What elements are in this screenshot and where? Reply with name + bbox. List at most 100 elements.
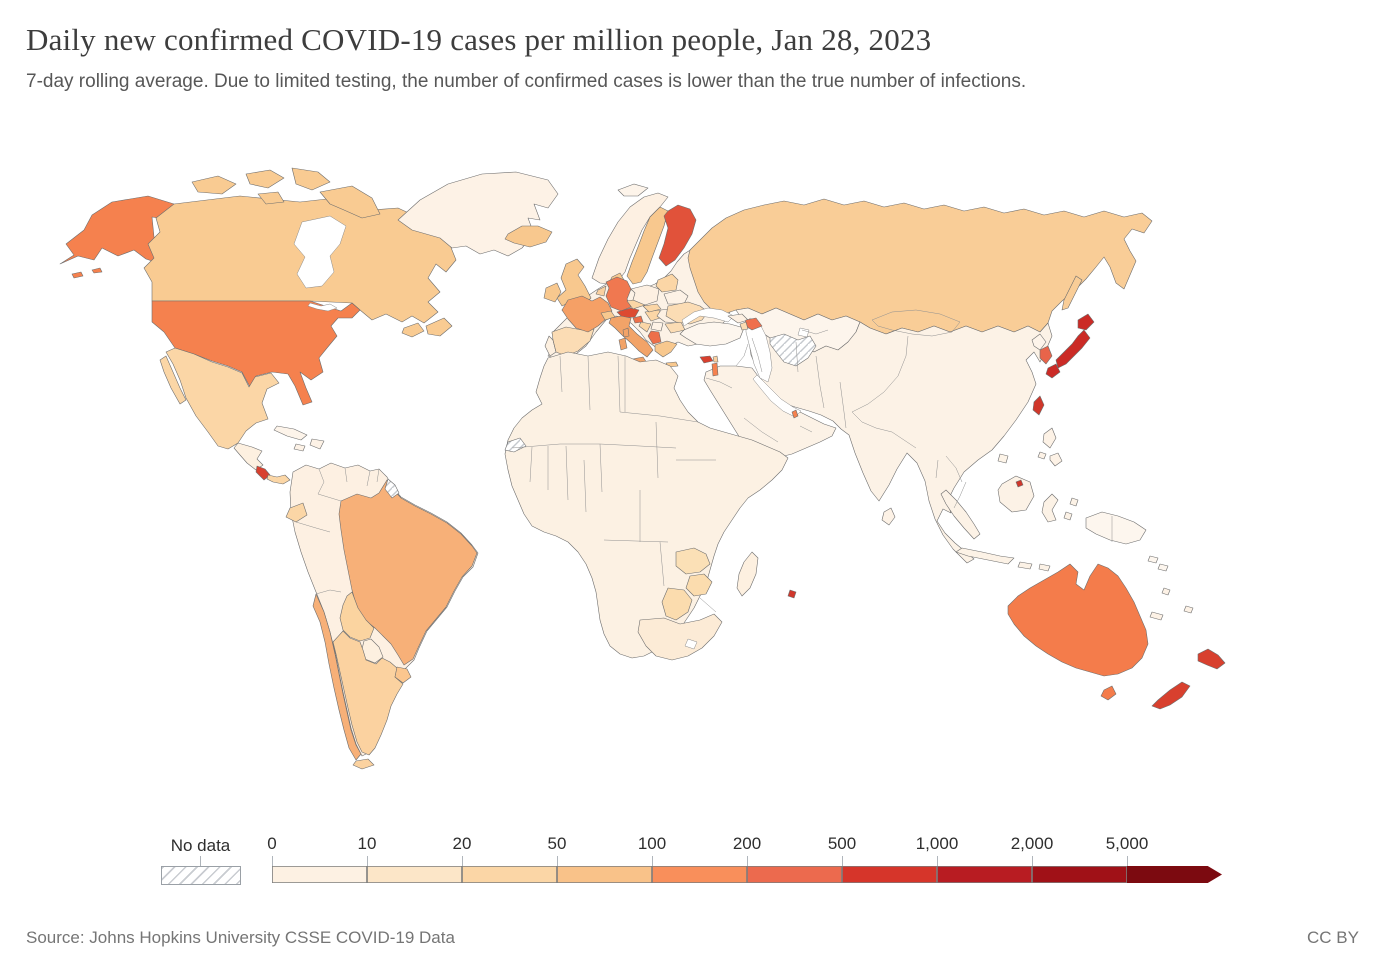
country-japan[interactable] [1045,313,1095,379]
legend-bin-swatch[interactable] [1032,866,1127,883]
aleutian-islands[interactable] [71,267,103,279]
legend-tick-line [557,856,558,866]
country-turkey[interactable] [679,321,745,347]
legend-bin-swatch[interactable] [652,866,747,883]
license-text[interactable]: CC BY [1307,928,1359,947]
country-chile[interactable] [312,593,362,761]
country-united-states[interactable] [151,300,361,406]
country-philippines[interactable] [1037,427,1063,467]
country-slovenia[interactable] [632,315,644,324]
country-costa-rica[interactable] [255,465,271,481]
country-australia[interactable] [1007,563,1149,677]
country-bolivia[interactable] [339,591,375,642]
country-armenia[interactable] [739,321,749,331]
island-fiji[interactable] [1183,605,1194,614]
country-south-korea[interactable] [1039,345,1053,365]
legend-tick-label: 10 [357,834,377,853]
country-uruguay[interactable] [394,666,412,684]
islands-moluccas[interactable] [1063,497,1079,521]
island-tasmania[interactable] [1100,685,1117,701]
islands-svalbard[interactable] [617,183,649,197]
country-qatar[interactable] [791,409,799,419]
country-paraguay[interactable] [361,638,384,664]
islands-solomon[interactable] [1147,555,1169,572]
country-slovakia[interactable] [642,303,662,313]
region-montenegro-albania[interactable] [647,330,662,345]
country-mexico[interactable] [159,347,280,450]
asia-borders [705,309,1113,542]
island-hainan[interactable] [997,453,1009,464]
legend-tick-label: 500 [827,834,857,853]
country-ireland[interactable] [543,282,562,303]
legend-bin-swatch[interactable] [272,866,367,883]
island-hispaniola[interactable] [309,438,325,450]
country-cuba[interactable] [273,425,308,441]
legend-bin-swatch[interactable] [842,866,937,883]
island-jamaica[interactable] [293,443,306,452]
country-ecuador[interactable] [285,502,308,523]
country-israel[interactable] [711,362,719,377]
region-western-sahara[interactable] [504,437,527,453]
canada-maritimes[interactable] [401,317,453,338]
legend-bin-swatch[interactable] [367,866,462,883]
country-zambia[interactable] [675,547,711,575]
island-sakhalin[interactable] [1061,275,1083,311]
aral-sea [797,327,810,338]
country-taiwan[interactable] [1032,395,1045,416]
country-germany[interactable] [605,276,632,312]
country-new-zealand[interactable] [1151,648,1226,710]
legend-tick-line [937,856,938,866]
country-brunei[interactable] [1015,479,1024,488]
region-baltic-states[interactable] [655,273,679,293]
country-lebanon[interactable] [712,355,719,363]
country-argentina[interactable] [332,630,404,756]
region-asia-mainland[interactable] [748,321,1053,564]
country-spain[interactable] [551,326,595,357]
region-central-america[interactable] [233,442,264,471]
country-zimbabwe[interactable] [685,573,713,597]
country-sri-lanka[interactable] [881,507,896,526]
hudson-bay [293,215,347,289]
country-iceland[interactable] [504,225,553,248]
no-data-swatch[interactable] [161,866,241,885]
islands-lesser-sunda[interactable] [1017,561,1051,572]
island-new-guinea[interactable] [1085,511,1147,545]
country-south-africa[interactable] [637,613,723,661]
country-panama[interactable] [266,474,291,485]
region-benelux[interactable] [595,285,607,297]
country-croatia[interactable] [638,321,652,333]
country-turkmenistan[interactable] [769,333,817,367]
legend-bin-swatch[interactable] [747,866,842,883]
page-subtitle: 7-day rolling average. Due to limited te… [26,71,1027,92]
country-serbia[interactable] [650,321,664,332]
island-new-caledonia[interactable] [1149,611,1164,621]
legend-tick-line [367,856,368,866]
legend-tick-line [462,856,463,866]
page-title: Daily new confirmed COVID-19 cases per m… [26,22,932,57]
country-finland[interactable] [658,204,697,267]
legend-bin-swatch[interactable] [462,866,557,883]
region-africa[interactable] [504,351,789,659]
island-sumatra[interactable] [940,489,981,540]
country-ukraine[interactable] [665,301,709,325]
legend-bin-swatch[interactable] [557,866,652,883]
island-sulawesi[interactable] [1041,493,1059,523]
country-belarus[interactable] [663,289,689,305]
legend-bin-swatch[interactable] [937,866,1032,883]
region-french-guiana[interactable] [384,478,400,499]
legend-tick-label: 20 [452,834,472,853]
legend-tick-line [1032,856,1033,866]
island-java[interactable] [955,547,1015,565]
canadian-arctic-islands[interactable] [191,167,381,219]
country-canada[interactable] [143,195,457,324]
legend-arrow[interactable] [1127,866,1222,883]
country-mauritius[interactable] [787,589,797,599]
island-tierra-del-fuego[interactable] [352,758,375,770]
islands-vanuatu[interactable] [1161,587,1171,596]
country-madagascar[interactable] [736,551,759,597]
country-north-korea[interactable] [1031,333,1047,351]
country-botswana[interactable] [661,587,693,621]
country-poland[interactable] [630,284,660,306]
island-borneo[interactable] [997,475,1035,513]
country-cyprus[interactable] [699,355,714,364]
